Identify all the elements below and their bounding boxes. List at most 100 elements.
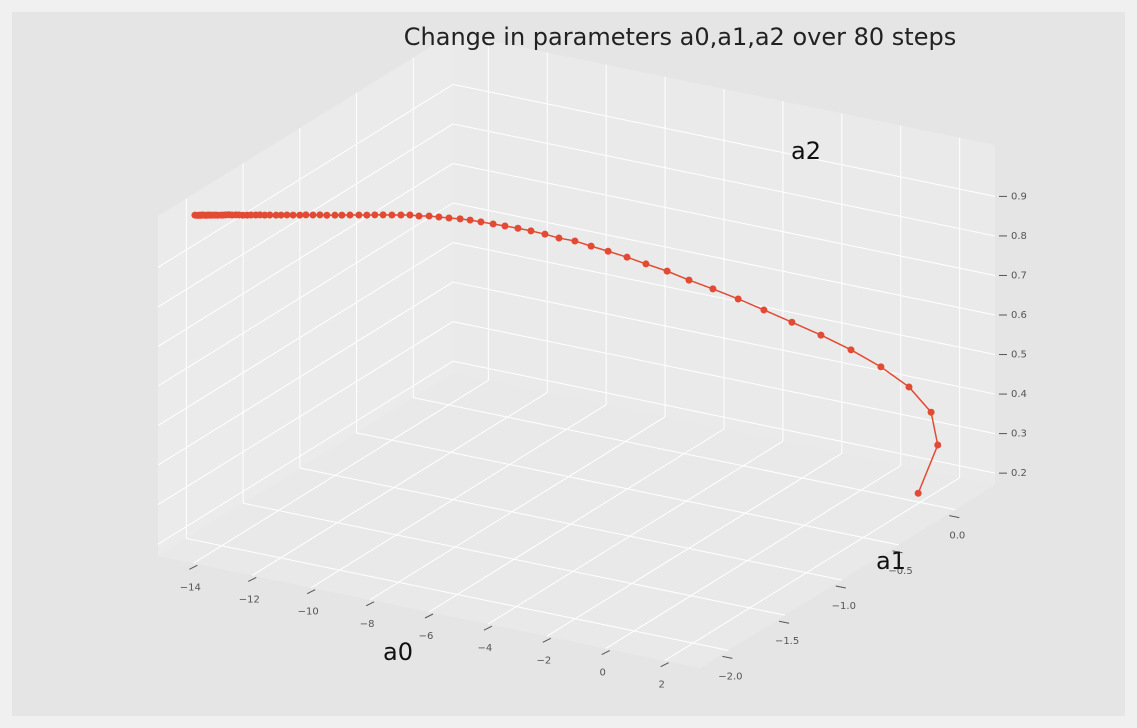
y-tick-mark (835, 585, 846, 589)
trajectory-point (415, 212, 423, 220)
trajectory-point (272, 211, 280, 219)
trajectory-point (501, 222, 509, 230)
x-tick-mark (306, 589, 316, 595)
trajectory-point (623, 253, 631, 261)
x-tick-mark (601, 650, 610, 655)
trajectory-point (289, 211, 297, 219)
trajectory-point (788, 318, 796, 326)
x-tick-label: −8 (360, 619, 375, 630)
z-tick-label: 0.3 (1011, 429, 1027, 440)
x-tick-label: −12 (239, 594, 260, 605)
trajectory-point (346, 211, 354, 219)
grid-line (428, 428, 725, 613)
grid-line (487, 440, 784, 625)
grid-line (157, 281, 454, 466)
trajectory-point (571, 237, 579, 245)
z-tick-label: 0.5 (1011, 350, 1027, 361)
trajectory-point (309, 211, 317, 219)
grid-line (157, 242, 454, 426)
trajectory-point (642, 260, 650, 268)
y-tick-mark (892, 550, 903, 554)
grid-line (605, 465, 902, 649)
grid-line (242, 502, 786, 616)
grid-line (157, 321, 454, 506)
trajectory-point (555, 234, 563, 242)
trajectory-point (685, 276, 693, 284)
z-tick-label: 0.9 (1011, 191, 1027, 202)
x-tick-mark (248, 577, 257, 582)
grid-line (452, 360, 996, 474)
trajectory-point (914, 489, 922, 497)
grid-line (546, 452, 843, 637)
grid-line (299, 467, 842, 581)
z-tick-label: 0.8 (1011, 231, 1027, 242)
trajectory-point (905, 383, 913, 391)
trajectory-point (406, 211, 414, 219)
trajectory-point (266, 211, 274, 219)
x-tick-mark (189, 564, 198, 570)
grid-line (157, 163, 454, 347)
trajectory-point (466, 216, 474, 224)
z-tick-label: 0.6 (1011, 310, 1027, 321)
y-tick-mark (778, 620, 790, 624)
trajectory-point (847, 346, 855, 354)
grid (157, 40, 996, 662)
grid-line (369, 416, 666, 601)
x-tick-mark (660, 662, 669, 668)
trajectory-point (338, 211, 346, 219)
trajectory-point (489, 220, 497, 228)
trajectory-point (934, 441, 942, 449)
chart-title: Change in parameters a0,a1,a2 over 80 st… (404, 23, 956, 51)
trajectory-point (331, 211, 339, 219)
grid-line (452, 281, 996, 395)
trajectory-point (355, 211, 363, 219)
x-tick-mark (424, 613, 434, 619)
grid-line (310, 404, 607, 589)
trajectory-point (252, 211, 260, 219)
grid-line (452, 83, 996, 197)
y-tick-mark (722, 655, 733, 659)
trajectory-point (817, 331, 825, 339)
x-tick-label: 0 (600, 668, 606, 679)
x-tick-mark (542, 637, 552, 643)
y-tick-label: −1.5 (775, 636, 799, 647)
trajectory-point (296, 211, 304, 219)
y-tick-label: −2.0 (718, 671, 742, 682)
trajectory-point (435, 213, 443, 221)
grid-line (664, 477, 960, 662)
y-tick-label: −0.5 (888, 566, 912, 577)
x-tick-label: −10 (298, 607, 319, 618)
trajectory-point (927, 408, 935, 416)
x-tick-label: −14 (180, 582, 201, 593)
trajectory-point (363, 211, 371, 219)
x-tick-label: 2 (658, 680, 664, 691)
trajectory-point (760, 306, 768, 314)
trajectory-point (445, 214, 453, 222)
z-axis-label: a2 (791, 137, 821, 165)
x-tick-label: −6 (419, 631, 434, 642)
grid-line (157, 83, 454, 268)
x-tick-mark (365, 601, 375, 607)
trajectory-point (477, 218, 485, 226)
x-axis-label: a0 (383, 638, 413, 666)
plot (191, 211, 942, 497)
trajectory-point (302, 211, 310, 219)
trajectory-point (709, 285, 717, 293)
y-tick-label: −1.0 (832, 601, 856, 612)
grid-line (356, 432, 899, 546)
trajectory-point (379, 211, 387, 219)
trajectory-point (425, 212, 433, 220)
trajectory-point (316, 211, 324, 219)
trajectory-point (527, 227, 535, 235)
grid-line (452, 242, 996, 356)
x-tick-mark (483, 625, 493, 631)
trajectory-point (541, 230, 549, 238)
grid-line (452, 162, 996, 276)
trajectory-point (587, 242, 595, 250)
ticks: −14 −12 −10 −8 −6 −4 −2 0 2 −2.0 −1.5 −1.0 −0.5 0.0 0.… (180, 191, 1027, 690)
trajectory-point (514, 224, 522, 232)
y-axis-label: a1 (876, 547, 906, 575)
y-tick-mark (949, 515, 960, 519)
